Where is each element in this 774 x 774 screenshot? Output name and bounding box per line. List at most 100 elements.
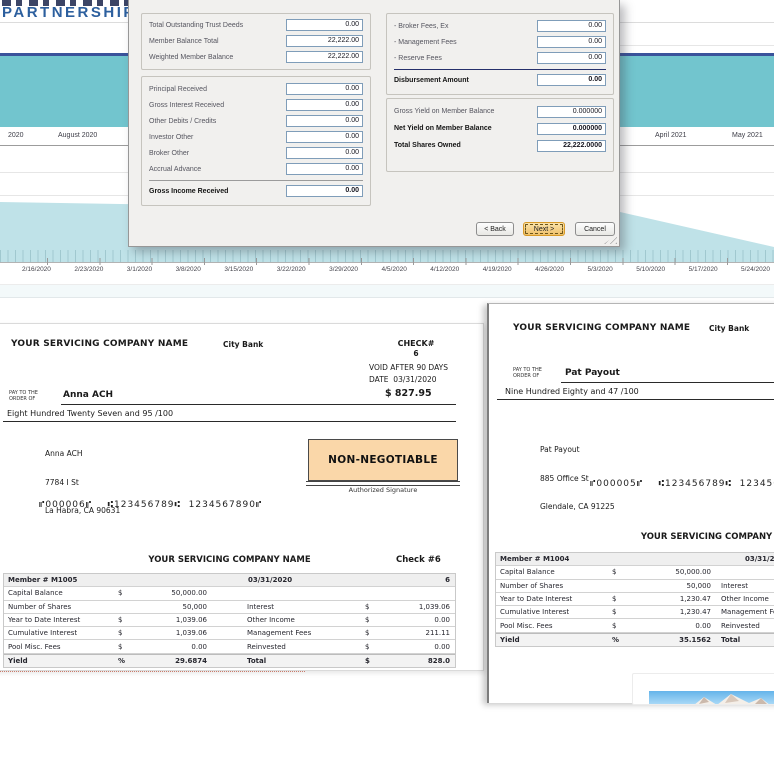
stub-cell: Other Income — [721, 595, 769, 604]
week-label: 4/19/2020 — [482, 266, 512, 273]
field-label: - Broker Fees, Ex — [394, 22, 449, 30]
field-label: - Reserve Fees — [394, 54, 442, 62]
stub-cell: 1,039.06 — [418, 602, 450, 611]
net-yield-input[interactable]: 0.000000 — [537, 122, 606, 135]
stub-member: Member # M1004 — [500, 555, 570, 564]
week-label: 4/5/2020 — [381, 266, 407, 273]
stub-cell: 211.11 — [425, 629, 451, 638]
stub-cell: Total — [721, 635, 741, 644]
stub-cell: Management Fees — [247, 629, 312, 638]
address-line: La Habra, CA 90631 — [45, 506, 121, 515]
stub-cell: Total — [247, 656, 267, 665]
stub-row: Capital Balance $50,000.00 — [496, 566, 774, 580]
broker-fees-input[interactable]: 0.00 — [537, 20, 606, 32]
stub-row: Number of Shares 50,000 Interest $1,039.06 — [4, 601, 455, 614]
next-button[interactable]: Next > — [523, 222, 565, 236]
principal-received-input[interactable]: 0.00 — [286, 83, 363, 95]
field-label: Other Debits / Credits — [149, 117, 217, 125]
stub-cell: Number of Shares — [8, 602, 72, 611]
amount-words: Eight Hundred Twenty Seven and 95 /100 — [7, 409, 174, 418]
total-shares-owned-input[interactable]: 22,222.0000 — [537, 139, 606, 152]
pay-to-label: PAY TO THE ORDER OF — [9, 390, 38, 402]
disbursement-amount-input[interactable]: 0.00 — [537, 74, 606, 86]
cancel-button[interactable]: Cancel — [575, 222, 615, 236]
field-label: Gross Yield on Member Balance — [394, 108, 495, 115]
field-label: Principal Received — [149, 85, 207, 93]
week-label: 3/1/2020 — [126, 266, 153, 273]
week-label: 3/8/2020 — [175, 266, 201, 273]
week-label: 5/3/2020 — [587, 266, 613, 273]
resize-grip[interactable] — [604, 234, 617, 244]
stub-cell: $ — [365, 602, 370, 611]
investor-other-input[interactable]: 0.00 — [286, 131, 363, 143]
gross-income-received-input[interactable]: 0.00 — [286, 185, 363, 197]
stub-member: Member # M1005 — [8, 576, 78, 585]
stub-cell: 35.1562 — [679, 635, 711, 644]
stub-cell: % — [118, 656, 126, 665]
field-label: Gross Income Received — [149, 187, 229, 195]
stub-cell: $ — [118, 589, 123, 598]
week-label: 5/17/2020 — [688, 266, 718, 273]
field-label: Broker Other — [149, 149, 190, 157]
stub-cell: Reinvested — [721, 621, 760, 630]
disbursement-wizard-dialog: Total Outstanding Trust Deeds 0.00 Member… — [128, 0, 620, 247]
micr-line: ⑈000005⑈ ⑆123456789⑆ 1234567890⑈ — [590, 479, 774, 489]
stub-cell: 50,000 — [686, 581, 712, 590]
stub-cell: 828.0 — [427, 656, 450, 665]
stub-total-row: Yield% 29.6874 Total $828.0 — [4, 653, 455, 668]
week-axis: 2/16/2020 2/23/2020 3/1/2020 3/8/2020 3/… — [22, 266, 770, 273]
check-stub-table: Member # M1004 03/31/2020 Capital Balanc… — [495, 552, 774, 648]
stub-cell: 1,039.06 — [175, 629, 207, 638]
address-line: 7784 I St — [45, 477, 79, 487]
page-perforation-edge — [0, 671, 305, 672]
check-number-label: CHECK# — [397, 339, 435, 348]
gross-yield-input[interactable]: 0.000000 — [537, 105, 606, 118]
authorized-signature-label: Authorized Signature — [348, 486, 418, 494]
stub-cell: % — [612, 635, 620, 644]
stub-cell: $ — [612, 608, 617, 617]
weighted-member-balance-input[interactable]: 22,222.00 — [286, 51, 363, 63]
field-label: Disbursement Amount — [394, 76, 469, 84]
stub-cell: Number of Shares — [500, 581, 564, 590]
payee-underline — [61, 390, 456, 405]
back-button[interactable]: < Back — [476, 222, 514, 236]
accrual-advance-input[interactable]: 0.00 — [286, 163, 363, 175]
check-number: 6 — [413, 349, 419, 358]
address-line: 885 Office St — [540, 473, 589, 483]
stub-row: Cumulative Interest $1,230.47 Management F… — [496, 606, 774, 620]
stub-cell: $ — [365, 629, 370, 638]
payee-underline — [561, 368, 774, 383]
check-stub-table: Member # M1005 03/31/2020 6 Capital Bala… — [3, 573, 456, 669]
date-label: DATE — [369, 375, 389, 384]
bank-name: City Bank — [223, 340, 264, 349]
gross-interest-received-input[interactable]: 0.00 — [286, 99, 363, 111]
week-label: 2/23/2020 — [74, 266, 104, 273]
stub-cell: Reinvested — [247, 642, 286, 651]
other-debits-credits-input[interactable]: 0.00 — [286, 115, 363, 127]
company-name: YOUR SERVICING COMPANY NAME — [11, 339, 189, 349]
management-fees-input[interactable]: 0.00 — [537, 36, 606, 48]
check-date: 03/31/2020 — [393, 375, 437, 384]
yield-groupbox: Gross Yield on Member Balance 0.000000 Ne… — [386, 98, 614, 172]
week-label: 3/15/2020 — [224, 266, 254, 273]
stub-cell: Interest — [247, 602, 274, 611]
pay-to-label: PAY TO THE ORDER OF — [513, 367, 542, 379]
check-preview-left: YOUR SERVICING COMPANY NAME City Bank CH… — [0, 323, 484, 671]
words-underline — [3, 408, 456, 422]
separator — [394, 69, 606, 70]
stub-row: Year to Date Interest $1,039.06 Other Inco… — [4, 614, 455, 628]
stub-cell: Pool Misc. Fees — [500, 621, 553, 630]
field-label: Accrual Advance — [149, 165, 202, 173]
field-label: Total Outstanding Trust Deeds — [149, 21, 244, 29]
separator — [149, 180, 363, 181]
member-balance-total-input[interactable]: 22,222.00 — [286, 35, 363, 47]
total-outstanding-trust-deeds-input[interactable]: 0.00 — [286, 19, 363, 31]
stub-cell: $ — [118, 629, 123, 638]
week-label: 4/12/2020 — [430, 266, 460, 273]
broker-other-input[interactable]: 0.00 — [286, 147, 363, 159]
stub-cell: $ — [118, 616, 123, 625]
words-underline — [497, 386, 774, 400]
reserve-fees-input[interactable]: 0.00 — [537, 52, 606, 64]
stub-cell: Cumulative Interest — [500, 608, 570, 617]
month-label: 2020 — [8, 132, 24, 139]
